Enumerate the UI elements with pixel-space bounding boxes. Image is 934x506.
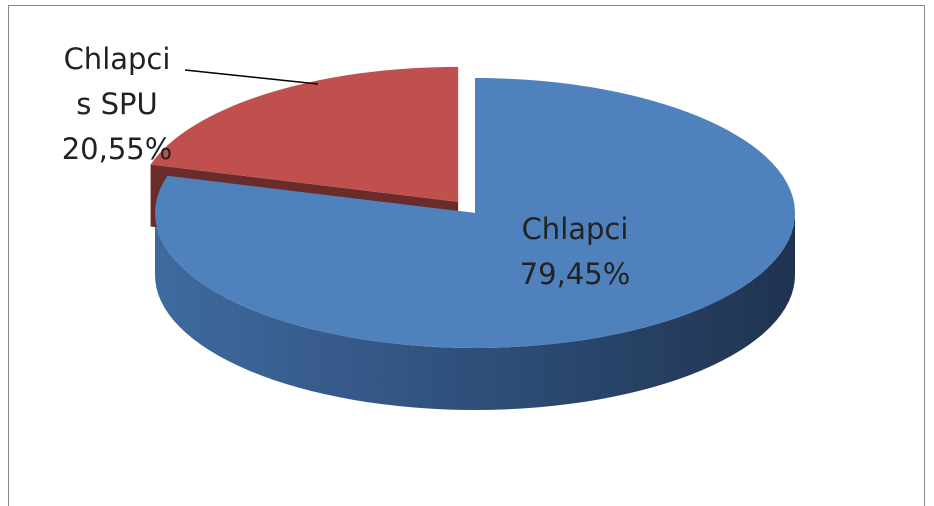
- slice-label: Chlapci 79,45%: [490, 207, 660, 297]
- value-label: 79,45%: [519, 257, 631, 291]
- value-label: 20,55%: [61, 132, 173, 166]
- slice-label: Chlapci s SPU 20,55%: [53, 37, 181, 172]
- slice-side: [155, 213, 795, 410]
- pie: [150, 66, 795, 410]
- slice: [150, 66, 459, 202]
- frame: [8, 5, 925, 506]
- slice: [155, 78, 795, 348]
- category-label: Chlapci s SPU: [63, 42, 171, 121]
- leader-line: [184, 69, 319, 85]
- category-label: Chlapci: [521, 212, 629, 246]
